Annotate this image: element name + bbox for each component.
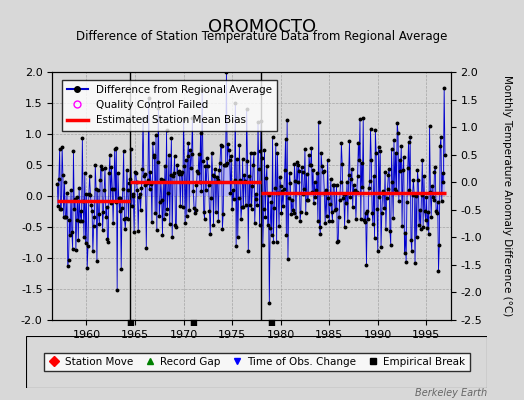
Text: Difference of Station Temperature Data from Regional Average: Difference of Station Temperature Data f… [77,30,447,43]
Text: Berkeley Earth: Berkeley Earth [415,388,487,398]
Text: ■: ■ [126,318,134,327]
Y-axis label: Monthly Temperature Anomaly Difference (°C): Monthly Temperature Anomaly Difference (… [501,75,511,317]
Text: ■: ■ [267,318,275,327]
Text: ■: ■ [189,318,197,327]
Text: OROMOCTO: OROMOCTO [208,18,316,36]
Legend: Difference from Regional Average, Quality Control Failed, Estimated Station Mean: Difference from Regional Average, Qualit… [62,80,277,130]
Legend: Station Move, Record Gap, Time of Obs. Change, Empirical Break: Station Move, Record Gap, Time of Obs. C… [44,353,470,371]
